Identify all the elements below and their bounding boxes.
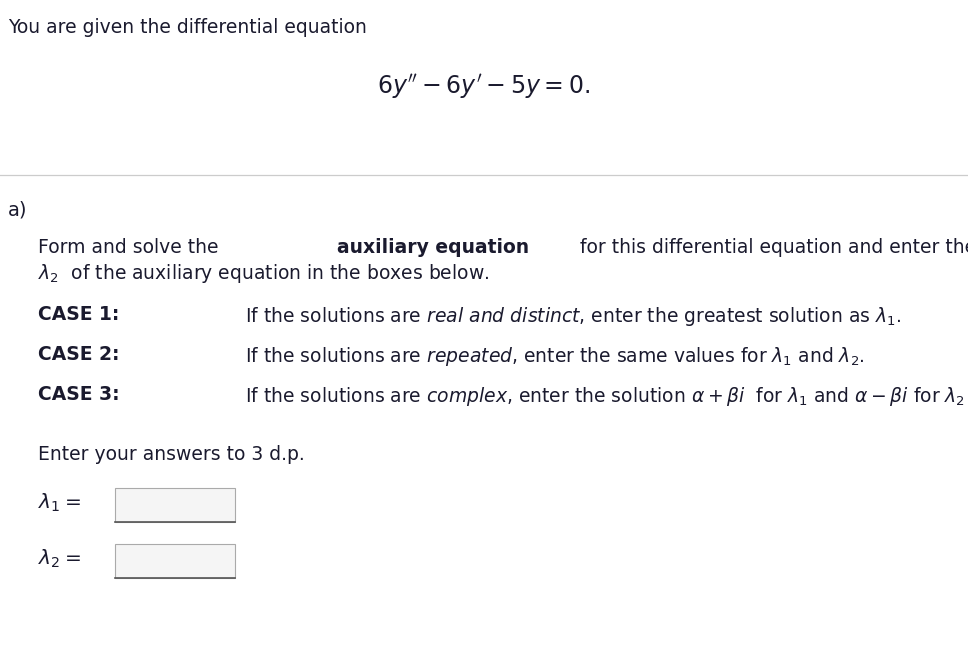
Text: $\lambda_2 =$: $\lambda_2 =$ (38, 548, 81, 570)
Text: CASE 2:: CASE 2: (38, 345, 133, 364)
Text: $6y'' - 6y' - 5y = 0.$: $6y'' - 6y' - 5y = 0.$ (378, 72, 590, 100)
Text: If the solutions are $\it{repeated}$, enter the same values for $\lambda_1$ and : If the solutions are $\it{repeated}$, en… (245, 345, 864, 368)
Text: If the solutions are $\it{complex}$, enter the solution $\alpha + \beta i$  for : If the solutions are $\it{complex}$, ent… (245, 385, 968, 408)
Bar (115, 544, 235, 578)
Text: a): a) (8, 200, 27, 219)
Text: CASE 1:: CASE 1: (38, 305, 133, 324)
Text: CASE 3:: CASE 3: (38, 385, 133, 404)
Bar (115, 488, 235, 522)
Text: auxiliary equation: auxiliary equation (337, 238, 529, 257)
Text: $\lambda_1 =$: $\lambda_1 =$ (38, 492, 81, 515)
Text: and: and (967, 238, 968, 257)
Text: $\lambda_2$  of the auxiliary equation in the boxes below.: $\lambda_2$ of the auxiliary equation in… (38, 262, 490, 285)
Text: You are given the differential equation: You are given the differential equation (8, 18, 367, 37)
Text: Form and solve the: Form and solve the (38, 238, 225, 257)
Text: Enter your answers to 3 d.p.: Enter your answers to 3 d.p. (38, 445, 305, 464)
Text: If the solutions are $\it{real\ and\ distinct}$, enter the greatest solution as : If the solutions are $\it{real\ and\ dis… (245, 305, 901, 328)
Text: for this differential equation and enter the solutions: for this differential equation and enter… (574, 238, 968, 257)
